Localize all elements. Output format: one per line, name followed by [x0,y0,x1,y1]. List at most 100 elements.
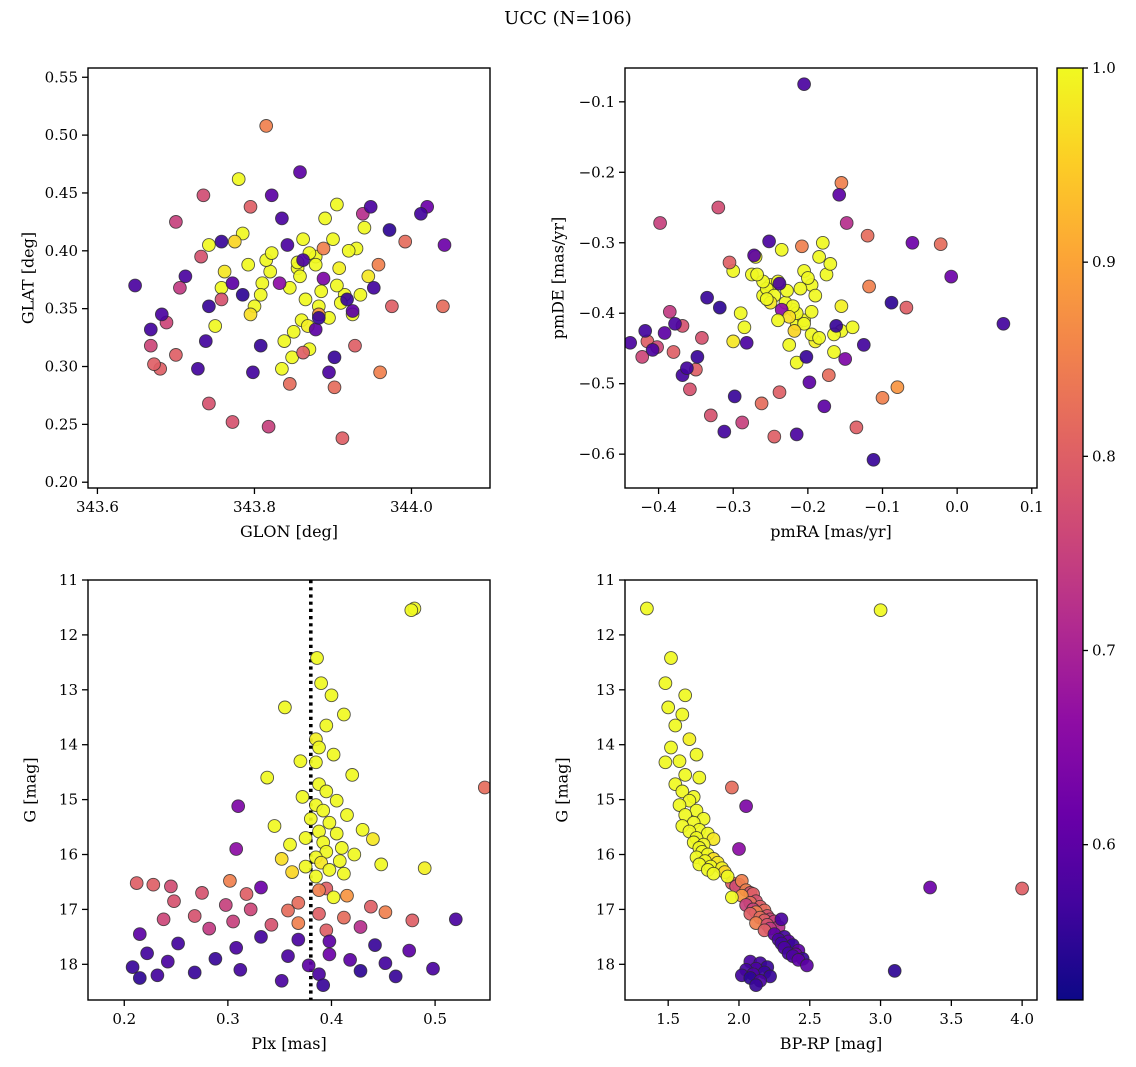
x-tick-label: 2.0 [727,1010,751,1028]
data-point [801,271,815,285]
data-point [308,257,323,272]
data-point [272,276,287,291]
data-point [312,740,326,755]
data-point [732,842,746,856]
x-tick-label: 3.5 [939,1010,963,1028]
data-point [737,320,752,335]
data-point [318,211,332,226]
data-point [243,307,258,322]
data-point [754,396,769,411]
data-point [672,754,687,769]
data-point [322,947,337,962]
data-point [703,408,718,423]
y-tick-label: 16 [596,846,615,864]
x-tick-label: 1.5 [656,1010,680,1028]
colorbar: 1.0 0.9 0.8 0.7 0.6 [1056,59,1116,1001]
x-tick-label: −0.1 [864,498,900,516]
data-point [150,968,165,983]
data-point [477,780,490,795]
ylabel-glat: GLAT [deg] [18,231,38,325]
x-tick-label: 0.2 [112,1010,136,1028]
data-point [378,905,393,920]
data-point [658,676,673,691]
data-point [635,350,650,364]
data-point [330,197,344,212]
data-point [167,894,181,909]
data-point [739,799,753,814]
data-point [231,799,246,814]
y-tick-label: 12 [596,626,615,644]
data-point [327,350,342,365]
xlabel-bprp: BP-RP [mag] [779,1034,883,1053]
panel-plx-g: 0.2 0.3 0.4 0.5 11 12 13 14 15 16 17 18 [59,571,491,1028]
colorbar-tick-label: 1.0 [1092,59,1116,77]
data-point [143,338,158,353]
data-point [261,419,276,434]
data-point [225,415,240,429]
data-point [259,119,274,133]
data-point [246,365,260,380]
data-point [774,242,789,257]
y-tick-label: −0.6 [579,445,615,463]
data-point [657,326,672,340]
data-point [154,307,169,322]
data-point [345,768,360,782]
data-point [405,913,420,928]
ylabel-g-left: G [mag] [20,757,40,823]
data-point [680,361,694,376]
data-point [293,754,308,769]
data-point [264,246,279,260]
data-point [849,420,864,435]
data-point [227,234,242,249]
x-tick-label: −0.3 [715,498,751,516]
data-point [291,895,306,910]
data-point [727,389,742,404]
data-point [267,819,282,833]
data-point [638,324,653,338]
data-point [263,264,278,279]
data-point [285,865,299,879]
y-tick-label: 18 [59,955,78,973]
data-point [873,603,888,618]
data-point [675,784,690,799]
data-point [196,188,211,203]
data-point [402,943,417,958]
data-point [217,264,232,279]
data-point [233,962,248,977]
y-tick-label: −0.3 [579,234,615,252]
data-point [298,859,313,874]
data-point [725,890,739,905]
data-point [802,375,817,390]
y-tick-label: 0.45 [45,184,78,202]
x-tick-label: 343.6 [76,498,119,516]
data-point [301,958,316,973]
y-tick-label: 11 [59,571,78,589]
data-point [314,676,328,691]
x-tick-label: 4.0 [1010,1010,1034,1028]
data-point [683,382,697,397]
data-point [274,973,289,988]
data-point [374,857,389,872]
x-tick-label: 0.5 [423,1010,447,1028]
data-point [322,934,337,949]
xlabel-plx: Plx [mas] [251,1034,327,1053]
y-tick-label: 0.20 [45,473,78,491]
data-point [815,235,830,250]
data-point [194,249,208,264]
data-point [316,978,331,993]
data-point [254,880,268,895]
data-point [899,300,914,315]
y-tick-label: 13 [596,681,615,699]
data-point [322,815,337,830]
data-point [264,917,279,932]
data-point [296,253,310,267]
data-point [645,343,660,357]
data-point [823,257,838,271]
x-tick-label: −0.4 [640,498,676,516]
data-point [382,223,397,237]
data-point [664,651,678,665]
data-point [404,603,419,618]
panel-pmra-pmde: −0.4 −0.3 −0.2 −0.1 0.0 0.1 −0.1 −0.2 −0.3 −0.4 −0… [579,67,1044,516]
data-point [278,700,292,715]
data-point [750,267,764,282]
